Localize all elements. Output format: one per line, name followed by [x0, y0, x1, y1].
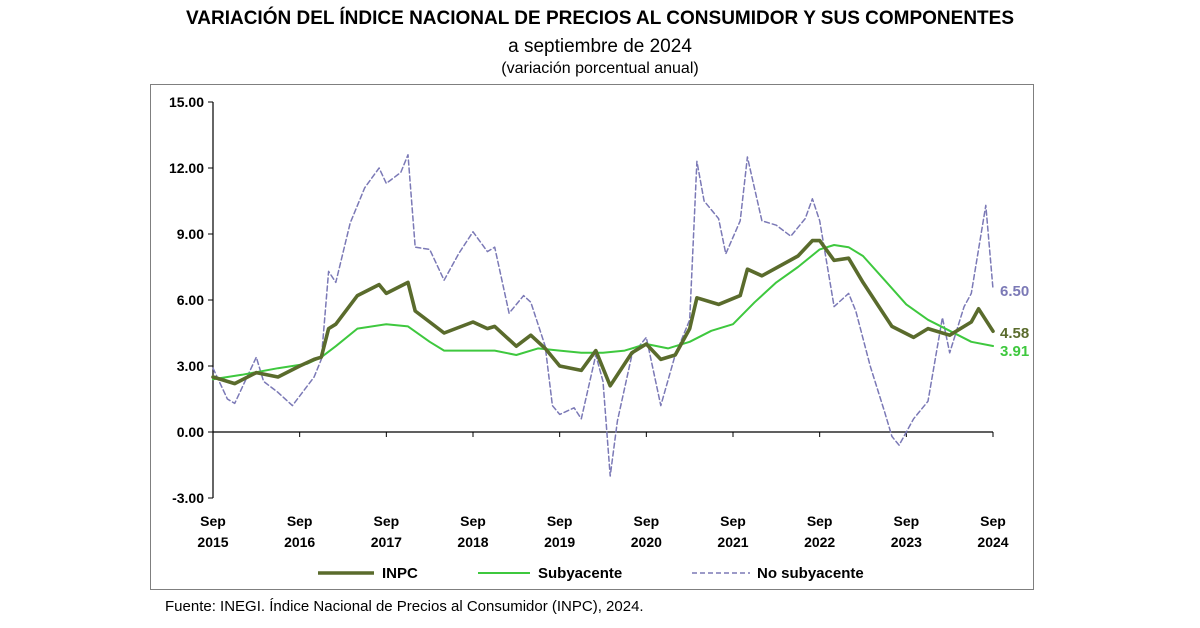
- end-label-no-subyacente: 6.50: [1000, 283, 1029, 300]
- x-tick-label-year: 2020: [631, 534, 662, 550]
- chart-frame: [150, 84, 1034, 590]
- chart-subtitle: a septiembre de 2024: [508, 36, 692, 57]
- chart-title: VARIACIÓN DEL ÍNDICE NACIONAL DE PRECIOS…: [185, 8, 1014, 29]
- series-line-inpc: [211, 238, 995, 388]
- source-mid: . Índice Nacional de Precios al Consumid…: [260, 598, 557, 615]
- x-tick-label-month: Sep: [373, 513, 399, 529]
- y-tick-label: 9.00: [177, 226, 204, 242]
- x-tick-label-month: Sep: [893, 513, 919, 529]
- end-label-subyacente: 3.91: [1000, 343, 1029, 360]
- series-line-subyacente: [212, 244, 994, 381]
- x-tick-label-year: 2024: [977, 534, 1008, 550]
- chart-axes: -3.00 0.00 3.00 6.00 9.00 12.00 15.00 Sep 2015 Se…: [169, 94, 1009, 550]
- x-tick-label-year: 2016: [284, 534, 315, 550]
- source-abbr: INPC: [556, 598, 593, 615]
- chart-units-note: (variación porcentual anual): [501, 60, 699, 77]
- x-tick-label-month: Sep: [980, 513, 1006, 529]
- series-line-no-subyacente: [212, 154, 994, 477]
- chart-series: [211, 154, 995, 477]
- y-tick-label: 6.00: [177, 292, 204, 308]
- x-tick-label-year: 2015: [197, 534, 228, 550]
- y-tick-label: -3.00: [172, 490, 204, 506]
- source-end: ), 2024.: [592, 598, 644, 615]
- y-tick-label: 15.00: [169, 94, 204, 110]
- x-tick-label-month: Sep: [807, 513, 833, 529]
- legend-label-subyacente: Subyacente: [538, 565, 622, 582]
- x-tick-label-month: Sep: [460, 513, 486, 529]
- source-prefix: Fuente:: [165, 598, 221, 615]
- x-tick-label-year: 2019: [544, 534, 575, 550]
- x-tick-label-month: Sep: [547, 513, 573, 529]
- source-org: INEGI: [220, 598, 261, 615]
- x-tick-label-month: Sep: [287, 513, 313, 529]
- legend-label-inpc: INPC: [382, 565, 418, 582]
- y-tick-label: 0.00: [177, 424, 204, 440]
- y-tick-label: 12.00: [169, 160, 204, 176]
- x-tick-label-year: 2023: [891, 534, 922, 550]
- x-tick-label-month: Sep: [720, 513, 746, 529]
- x-tick-label-month: Sep: [633, 513, 659, 529]
- x-tick-label-year: 2017: [371, 534, 402, 550]
- source-note: Fuente: INEGI. Índice Nacional de Precio…: [165, 598, 644, 615]
- end-label-inpc: 4.58: [1000, 325, 1029, 342]
- legend-label-no-subyacente: No subyacente: [757, 565, 864, 582]
- x-tick-label-month: Sep: [200, 513, 226, 529]
- chart-legend: INPC Subyacente No subyacente: [318, 565, 864, 582]
- end-labels: 6.50 4.583.91: [1000, 283, 1029, 360]
- x-tick-label-year: 2022: [804, 534, 835, 550]
- x-tick-label-year: 2018: [457, 534, 488, 550]
- x-tick-label-year: 2021: [717, 534, 748, 550]
- y-tick-label: 3.00: [177, 358, 204, 374]
